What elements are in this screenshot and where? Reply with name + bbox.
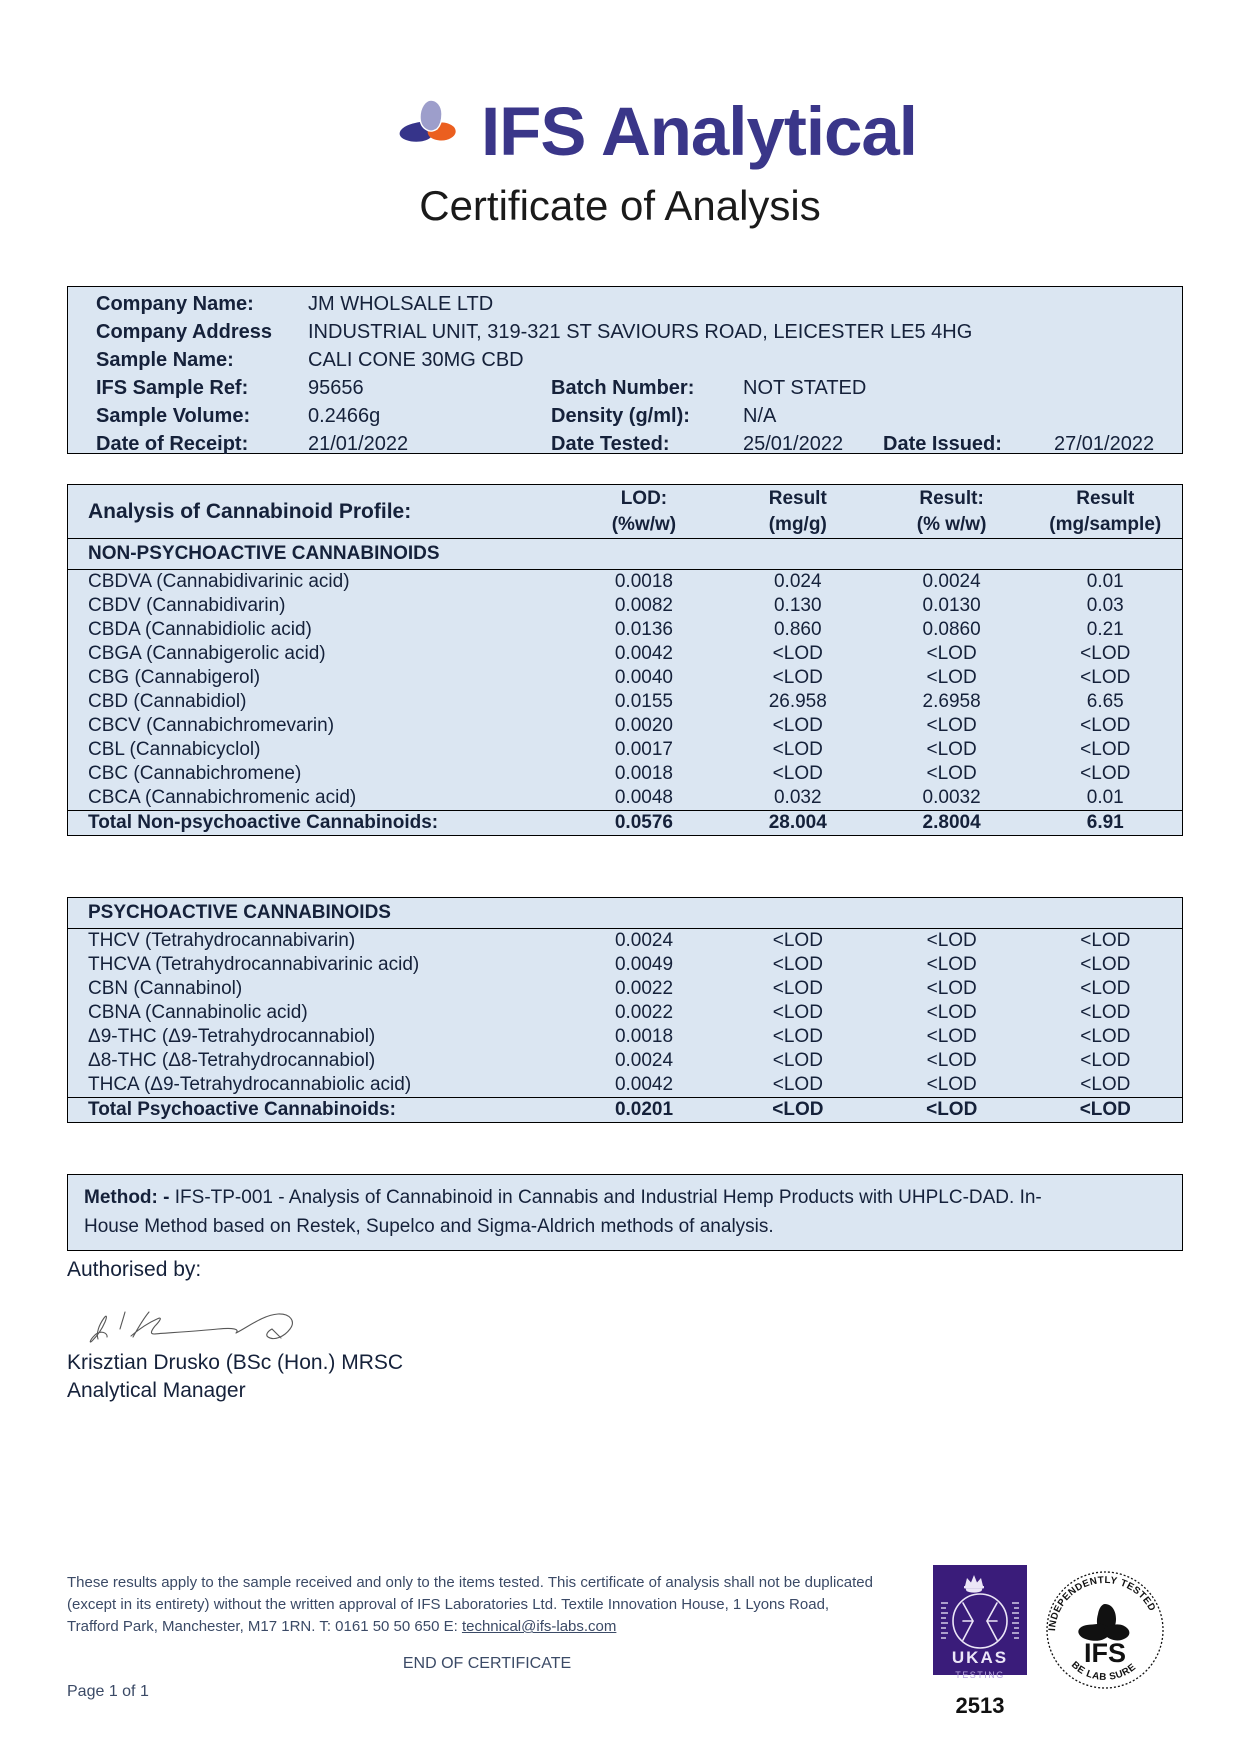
- svg-text:IFS: IFS: [1084, 1638, 1126, 1668]
